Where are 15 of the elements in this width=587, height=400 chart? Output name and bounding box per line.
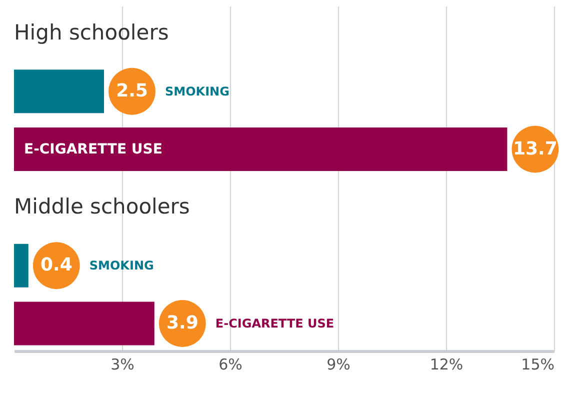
y-tick-label: High schoolers	[14, 20, 169, 44]
x-tick-label: 3%	[110, 356, 134, 374]
data-label: 2.5	[116, 80, 148, 102]
x-tick-label: 9%	[326, 356, 350, 374]
data-label: 3.9	[166, 312, 198, 334]
data-label: 0.4	[40, 254, 72, 276]
x-tick-label: 15%	[521, 356, 554, 374]
x-tick-label: 6%	[218, 356, 242, 374]
text: SMOKING	[165, 84, 230, 98]
text: SMOKING	[89, 258, 154, 273]
y-tick-label: Middle schoolers	[14, 194, 190, 219]
data-label: 13.7	[512, 138, 558, 160]
x-tick-label: 12%	[430, 356, 464, 374]
series-label: E-CIGARETTE USE	[24, 141, 162, 158]
text: E-CIGARETTE USE	[215, 316, 334, 331]
